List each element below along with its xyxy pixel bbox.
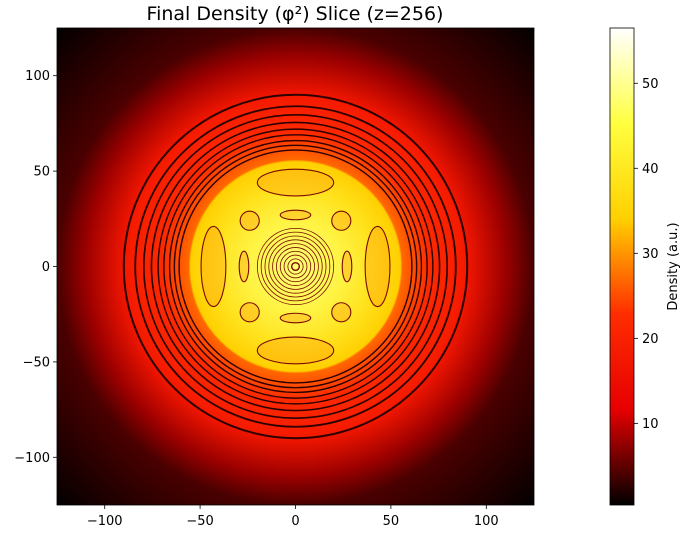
x-tick-label: 50 (383, 514, 400, 529)
contour-ring (276, 247, 315, 286)
contour-blob (238, 250, 250, 283)
contour-ring (150, 121, 441, 412)
chart-title: Final Density (φ²) Slice (z=256) (147, 3, 444, 25)
x-tick-label: 0 (291, 514, 299, 529)
contour-blob (331, 210, 352, 231)
colorbar (609, 27, 635, 506)
colorbar-tick-label: 30 (642, 247, 659, 262)
contour-ring (143, 114, 448, 419)
contour-blob (256, 336, 335, 365)
x-tick-label: −50 (186, 514, 213, 529)
y-tick-label: −100 (14, 451, 50, 466)
contour-blob (256, 168, 335, 197)
contour-blob (239, 302, 260, 323)
y-tick-label: 0 (42, 260, 50, 275)
contour-ring (290, 261, 301, 272)
contour-blob (364, 225, 391, 308)
contour-ring (268, 239, 323, 294)
colorbar-tick-label: 20 (642, 332, 659, 347)
y-tick-label: −50 (23, 355, 50, 370)
y-axis: −100 −50 0 50 100 (14, 69, 57, 466)
colorbar-axis: 10 20 30 40 50 (634, 77, 659, 432)
contour-blob (200, 225, 227, 308)
contour-ring (260, 231, 331, 302)
contour-ring (168, 139, 423, 394)
colorbar-tick-label: 10 (642, 417, 659, 432)
contour-ring (287, 258, 304, 275)
colorbar-tick-label: 50 (642, 77, 659, 92)
x-tick-label: −100 (87, 514, 123, 529)
contour-blob (279, 312, 312, 324)
contour-ring (272, 243, 319, 290)
contour-ring (264, 235, 327, 298)
colorbar-label: Density (a.u.) (666, 222, 681, 310)
contour-blob (331, 302, 352, 323)
y-tick-label: 50 (33, 165, 50, 180)
contour-ring (134, 105, 457, 428)
contour-ring (279, 250, 312, 283)
x-tick-label: 100 (474, 514, 499, 529)
contour-ring (283, 254, 308, 279)
inner-core-glow (57, 28, 534, 505)
x-axis: −100 −50 0 50 100 (87, 505, 499, 529)
contour-ring (256, 227, 335, 306)
y-tick-label: 100 (25, 69, 50, 84)
contour-ring (178, 149, 413, 384)
contour-ring (163, 134, 428, 399)
colorbar-tick-label: 40 (642, 162, 659, 177)
contour-ring (173, 144, 418, 389)
contour-blob (341, 250, 353, 283)
contour-ring (157, 128, 434, 405)
contour-blob (239, 210, 260, 231)
contour-rings (122, 93, 469, 440)
plot-area (57, 28, 534, 505)
contour-ring (122, 93, 469, 440)
contour-blob (279, 209, 312, 221)
contour-blobs (200, 168, 391, 365)
